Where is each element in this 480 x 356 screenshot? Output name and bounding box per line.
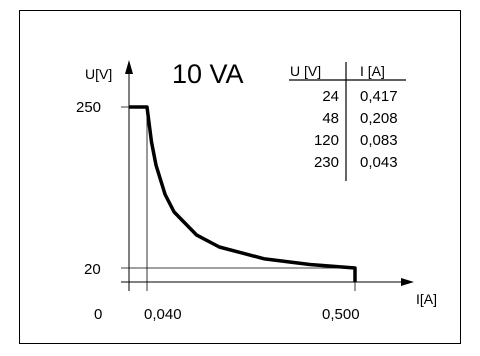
y-tick-20: 20 — [84, 261, 101, 278]
data-table: U [V] I [A] 24 0,417 48 0,208 120 0,083 230 0,043 — [289, 62, 406, 181]
table-header-current: I [A] — [360, 63, 385, 79]
table-cell-voltage: 120 — [314, 132, 339, 149]
table-cell-current: 0,417 — [360, 88, 398, 105]
table-cell-current: 0,083 — [360, 132, 398, 149]
table-cell-current: 0,208 — [360, 110, 398, 127]
table-header-voltage: U [V] — [290, 63, 321, 79]
table-cell-voltage: 230 — [314, 154, 339, 171]
x-tick-0500: 0,500 — [322, 306, 360, 323]
x-tick-0040: 0,040 — [144, 306, 182, 323]
table-cell-current: 0,043 — [360, 154, 398, 171]
chart-title: 10 VA — [172, 59, 244, 89]
y-axis-arrow — [125, 60, 133, 74]
y-tick-250: 250 — [76, 99, 101, 116]
origin-label: 0 — [94, 306, 102, 323]
y-axis-label: U[V] — [85, 66, 112, 82]
x-axis-arrow — [401, 278, 414, 286]
table-cell-voltage: 24 — [322, 88, 339, 105]
table-cell-voltage: 48 — [322, 110, 339, 127]
x-axis-label: I[A] — [416, 291, 437, 307]
